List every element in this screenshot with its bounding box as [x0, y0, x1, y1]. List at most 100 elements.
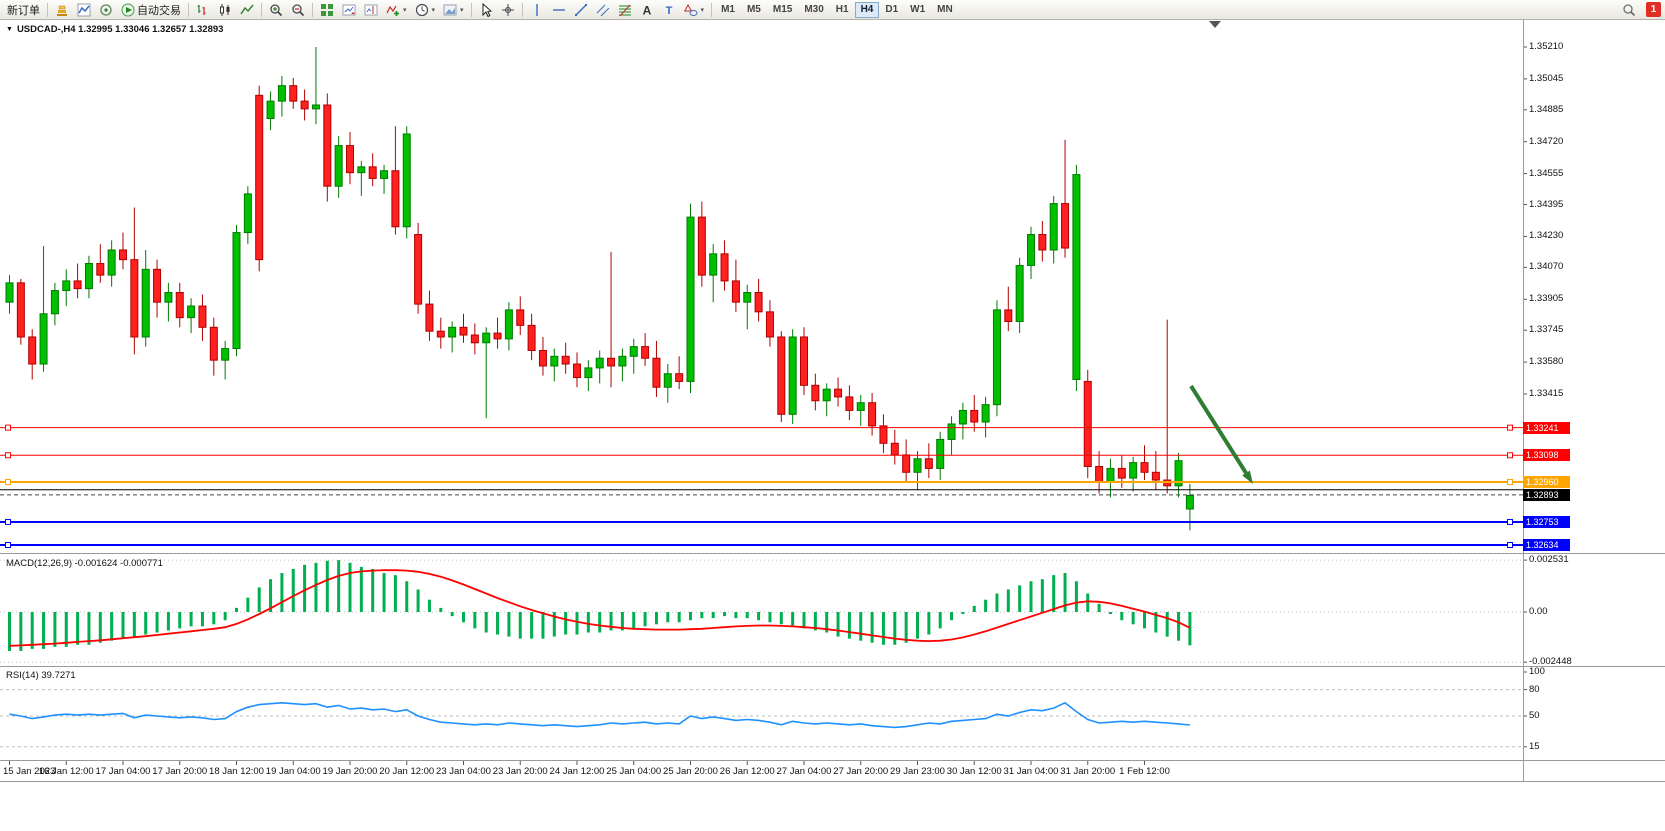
- ohlc-toggle-icon[interactable]: ▼: [6, 26, 13, 33]
- tile-windows-button[interactable]: [316, 1, 338, 19]
- macd-bar: [1154, 612, 1158, 633]
- crosshair-button[interactable]: [497, 1, 519, 19]
- label-button[interactable]: T: [658, 1, 680, 19]
- community-button[interactable]: [95, 1, 117, 19]
- macd-bar: [518, 612, 522, 639]
- chevron-down-icon: ▾: [431, 6, 436, 14]
- fibonacci-button[interactable]: [614, 1, 636, 19]
- svg-text:A: A: [642, 3, 651, 17]
- candle-body: [1140, 462, 1149, 473]
- auto-scroll-button[interactable]: [338, 1, 360, 19]
- candle-body: [391, 170, 400, 228]
- macd-bar: [110, 612, 114, 641]
- zoom-in-button[interactable]: [265, 1, 287, 19]
- search-button[interactable]: [1618, 1, 1640, 19]
- line-handle[interactable]: [5, 478, 11, 485]
- price-axis-label: 1.34885: [1529, 103, 1564, 115]
- rsi-axis-label: 50: [1529, 710, 1540, 721]
- candlestick-chart-button[interactable]: [214, 1, 236, 19]
- vertical-line-button[interactable]: [526, 1, 548, 19]
- timeframe-w1-button[interactable]: W1: [904, 2, 931, 18]
- macd-bar: [1131, 612, 1135, 625]
- timeframe-mn-button[interactable]: MN: [931, 2, 959, 18]
- line-handle[interactable]: [1507, 478, 1513, 485]
- timeframe-m5-button[interactable]: M5: [741, 2, 767, 18]
- macd-bar: [405, 581, 409, 612]
- macd-bar: [881, 612, 885, 645]
- macd-bar: [1097, 603, 1101, 612]
- macd-bar: [1040, 579, 1044, 612]
- candle-body: [459, 326, 468, 336]
- notification-badge[interactable]: 1: [1646, 2, 1661, 17]
- text-button[interactable]: A: [636, 1, 658, 19]
- timeframe-m1-button[interactable]: M1: [715, 2, 741, 18]
- shapes-icon: [683, 3, 698, 17]
- macd-bar: [541, 612, 545, 639]
- timeframe-h4-button[interactable]: H4: [854, 1, 880, 18]
- candle-body: [731, 280, 740, 303]
- zoom-out-button[interactable]: [287, 1, 309, 19]
- chart-shift-button[interactable]: [360, 1, 382, 19]
- chart-shift-marker[interactable]: [1209, 21, 1221, 28]
- charts-button[interactable]: [51, 1, 73, 19]
- line-handle[interactable]: [5, 541, 11, 548]
- symbol-ohlc-text: USDCAD-,H4 1.32995 1.33046 1.32657 1.328…: [16, 24, 224, 35]
- line-handle[interactable]: [5, 424, 11, 431]
- profile-button[interactable]: [73, 1, 95, 19]
- periods-button[interactable]: ▾: [411, 1, 440, 19]
- rsi-panel-divider[interactable]: [0, 666, 1665, 667]
- chart-arrow-icon: [342, 3, 356, 17]
- line-handle[interactable]: [1507, 541, 1513, 548]
- shapes-button[interactable]: ▾: [680, 1, 709, 19]
- arrow-annotation[interactable]: [1189, 384, 1253, 484]
- macd-bar: [462, 612, 465, 623]
- macd-bar: [995, 593, 999, 612]
- price-axis-label: 1.34230: [1529, 230, 1564, 242]
- label-t-icon: T: [662, 3, 676, 17]
- cursor-button[interactable]: [475, 1, 497, 19]
- macd-bar: [246, 597, 250, 612]
- new-order-button[interactable]: 新订单: [3, 1, 44, 19]
- templates-button[interactable]: ▾: [439, 1, 468, 19]
- macd-bar: [473, 612, 477, 629]
- macd-bar: [666, 612, 670, 623]
- line-handle[interactable]: [5, 518, 11, 525]
- indicators-button[interactable]: ▾: [382, 1, 411, 19]
- price-axis-label: 1.33745: [1529, 324, 1564, 336]
- time-axis-label: 29 Jan 23:00: [890, 766, 945, 777]
- line-handle[interactable]: [1507, 518, 1513, 525]
- line-handle[interactable]: [5, 452, 11, 459]
- candle-body: [187, 305, 196, 319]
- bar-chart-button[interactable]: [192, 1, 214, 19]
- equidistant-channel-button[interactable]: [592, 1, 614, 19]
- autotrading-button[interactable]: 自动交易: [117, 1, 185, 19]
- line-handle[interactable]: [1507, 452, 1513, 459]
- candle-body: [970, 409, 979, 423]
- macd-bar: [87, 612, 91, 645]
- horizontal-line-button[interactable]: [548, 1, 570, 19]
- candle-body: [119, 249, 127, 261]
- time-axis-label: 16 Jan 12:00: [38, 766, 94, 777]
- candle-body: [402, 133, 411, 228]
- cursor-icon: [479, 2, 493, 17]
- line-chart-button[interactable]: [236, 1, 258, 19]
- channel-icon: [596, 3, 610, 17]
- indicator-plus-icon: [386, 3, 400, 17]
- macd-bar: [757, 612, 761, 621]
- timeframe-m30-button[interactable]: M30: [798, 2, 829, 18]
- candle-body: [516, 309, 525, 326]
- timeframe-h1-button[interactable]: H1: [830, 2, 855, 18]
- candle-body: [607, 357, 616, 367]
- timeframe-d1-button[interactable]: D1: [879, 2, 904, 18]
- macd-bar: [552, 612, 556, 637]
- candle-body: [1185, 494, 1194, 510]
- macd-bar: [961, 612, 965, 615]
- macd-bar: [132, 612, 136, 637]
- candle-body: [1061, 203, 1070, 249]
- trendline-button[interactable]: [570, 1, 592, 19]
- timeframe-m15-button[interactable]: M15: [767, 2, 798, 18]
- macd-panel-divider[interactable]: [0, 553, 1665, 554]
- line-handle[interactable]: [1507, 424, 1513, 431]
- macd-bar: [813, 612, 817, 631]
- chart-title: ▼ USDCAD-,H4 1.32995 1.33046 1.32657 1.3…: [6, 24, 223, 35]
